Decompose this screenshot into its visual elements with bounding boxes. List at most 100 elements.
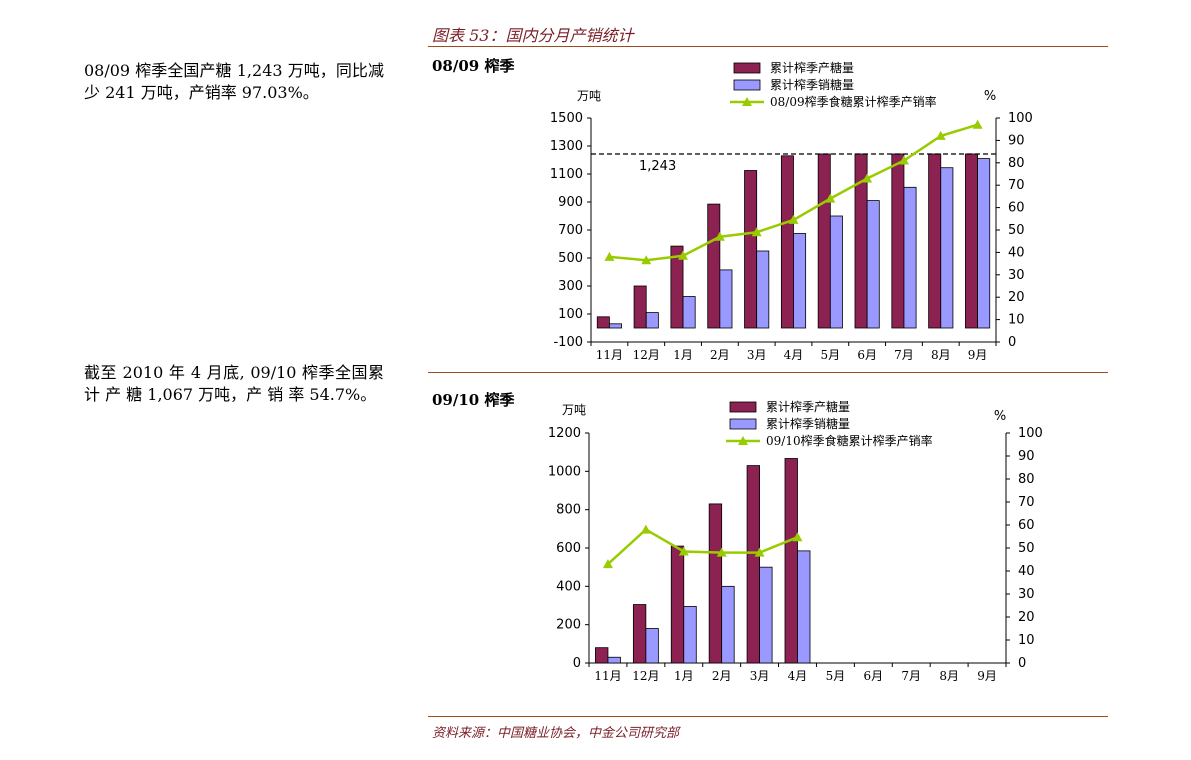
source-rule [428, 716, 1108, 717]
c1-left-tick-label: 1100 [550, 167, 583, 182]
c1-bar-sales [940, 167, 954, 329]
c2-bar-production [632, 604, 647, 664]
c1-left-tick-label: 1500 [550, 111, 583, 126]
c2-x-tick-label: 4月 [788, 669, 808, 683]
c2-rate-point [602, 559, 613, 569]
c1-x-tick-label: 1月 [673, 348, 693, 362]
c1-left-tick-label: 300 [558, 279, 583, 294]
c1-rate-point [935, 130, 946, 140]
c1-x-tick-label: 11月 [596, 348, 623, 362]
c2-rate-point [678, 546, 689, 556]
c1-rate-point [714, 231, 725, 241]
c2-left-tick-label: 1200 [548, 426, 581, 441]
c1-right-tick-label: 60 [1008, 201, 1025, 216]
c1-bar-production [633, 285, 647, 329]
c1-right-tick-label: 30 [1008, 268, 1025, 283]
c1-left-tick-label: 500 [558, 251, 583, 266]
c2-bar-sales [759, 566, 773, 664]
c1-rate-point [604, 251, 615, 261]
c2-legend-swatch [729, 418, 757, 430]
c1-x-tick-label: 3月 [747, 348, 767, 362]
c1-right-tick-label: 100 [1008, 111, 1033, 126]
c1-bar-sales [793, 233, 807, 329]
c2-x-tick-label: 3月 [750, 669, 770, 683]
c1-x-tick-label: 8月 [931, 348, 951, 362]
c1-bar-sales [829, 215, 843, 329]
c2-left-tick-label: 1000 [548, 464, 581, 479]
c1-bar-production [780, 155, 794, 329]
c1-right-tick-label: 40 [1008, 245, 1025, 260]
c1-bar-sales [866, 200, 880, 329]
c2-bar-production [670, 545, 685, 664]
c2-right-tick-label: 0 [1018, 656, 1026, 671]
c1-legend-marker [742, 97, 752, 106]
c2-x-tick-label: 2月 [712, 669, 732, 683]
c2-bar-sales [607, 656, 621, 664]
c1-bar-sales [609, 323, 622, 329]
c2-left-tick-label: 400 [556, 579, 581, 594]
c2-right-unit-label: % [994, 409, 1006, 424]
section-label-0809: 08/09 榨季 [432, 57, 515, 75]
c2-rate-point [716, 547, 727, 557]
c1-rate-point [678, 250, 689, 260]
note-0910: 截至 2010 年 4 月底, 09/10 榨季全国累 计 产 糖 1,067 … [84, 363, 384, 404]
c1-x-tick-label: 6月 [857, 348, 877, 362]
c2-right-tick-label: 70 [1018, 495, 1035, 510]
c1-rate-point [641, 255, 652, 265]
c1-x-tick-label: 12月 [633, 348, 660, 362]
section-label-0910: 09/10 榨季 [432, 391, 515, 409]
c1-x-tick-label: 7月 [894, 348, 914, 362]
c1-legend-swatch [733, 62, 761, 74]
c2-bar-production [784, 458, 798, 664]
c2-x-tick-label: 12月 [632, 669, 659, 683]
c1-bar-production [928, 153, 942, 329]
c1-bar-production [707, 203, 721, 329]
c1-legend-label: 累计榨季销糖量 [770, 77, 854, 92]
c1-bar-sales [903, 186, 917, 329]
c2-bar-production [746, 465, 760, 664]
c1-right-tick-label: 10 [1008, 313, 1025, 328]
c2-bar-production [595, 647, 609, 664]
c2-right-tick-label: 20 [1018, 610, 1035, 625]
c1-bar-production [744, 170, 758, 329]
c2-legend-label: 累计榨季产糖量 [766, 399, 850, 414]
figure-title: 图表 53：国内分月产销统计 [432, 26, 634, 45]
c1-rate-point [825, 193, 836, 203]
c2-x-tick-label: 5月 [826, 669, 846, 683]
c2-rate-point [792, 532, 803, 542]
c2-bar-production [708, 503, 723, 664]
c2-bar-sales [683, 606, 697, 664]
c2-legend-marker [738, 436, 748, 445]
c2-rate-point [640, 524, 651, 534]
c1-bar-sales [719, 269, 733, 329]
c1-legend-label: 08/09榨季食糖累计榨季产销率 [770, 94, 937, 109]
c2-x-tick-label: 6月 [863, 669, 883, 683]
c1-rate-point [972, 119, 983, 129]
c2-right-tick-label: 10 [1018, 633, 1035, 648]
c1-right-tick-label: 90 [1008, 133, 1025, 148]
c1-rate-point [788, 214, 799, 224]
c1-bar-production [596, 316, 610, 329]
c2-rate-line [607, 528, 798, 566]
c2-bar-sales [721, 585, 735, 664]
c2-right-tick-label: 100 [1018, 426, 1043, 441]
c2-legend-swatch [729, 401, 757, 413]
c1-rate-point [751, 227, 762, 237]
c1-left-tick-label: -100 [553, 335, 583, 350]
c2-x-tick-label: 8月 [939, 669, 959, 683]
c1-right-tick-label: 80 [1008, 156, 1025, 171]
c1-x-tick-label: 4月 [784, 348, 804, 362]
c2-legend-label: 累计榨季销糖量 [766, 416, 850, 431]
c1-legend-swatch [733, 79, 761, 91]
c2-bar-sales [645, 628, 659, 664]
c2-left-tick-label: 600 [556, 541, 581, 556]
c1-rate-point [862, 173, 873, 183]
c1-left-tick-label: 700 [558, 223, 583, 238]
c2-right-tick-label: 80 [1018, 472, 1035, 487]
section-rule [428, 372, 1108, 373]
c1-bar-production [817, 153, 831, 329]
c2-legend-label: 09/10榨季食糖累计榨季产销率 [766, 433, 933, 448]
note-0809: 08/09 榨季全国产糖 1,243 万吨，同比减少 241 万吨，产销率 97… [84, 61, 384, 102]
c1-bar-sales [682, 296, 696, 329]
